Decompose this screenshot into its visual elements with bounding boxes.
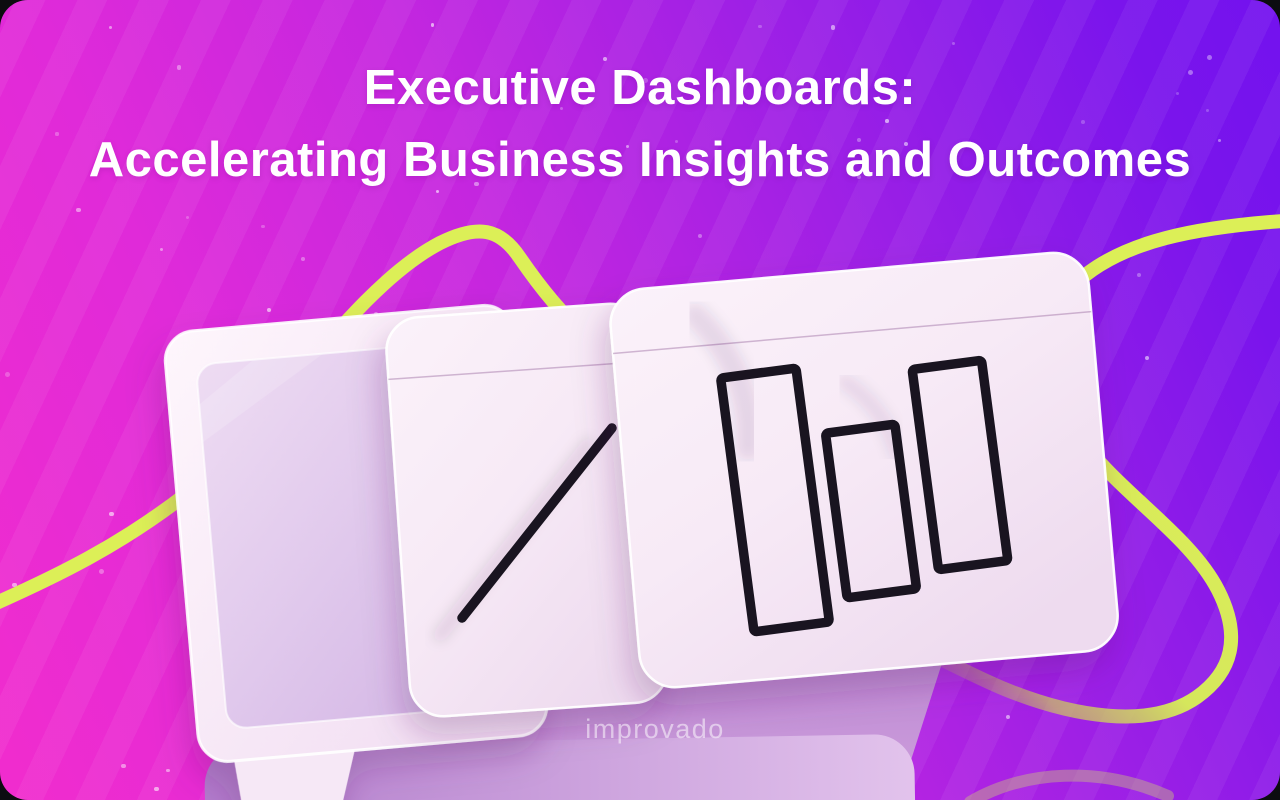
bar-2	[821, 419, 921, 603]
bar-3	[907, 355, 1013, 575]
bar-chart-panel	[609, 251, 1119, 689]
screen-reflection	[199, 353, 324, 443]
title-line-1: Executive Dashboards:	[363, 61, 917, 115]
bar-1	[716, 363, 834, 637]
improvado-logo: improvado	[585, 714, 725, 744]
monitor-chin	[232, 740, 358, 800]
line-glyph-shadow	[433, 438, 595, 642]
lime-squiggle-bottom-arc	[964, 769, 1174, 800]
monitor-stand-base	[204, 734, 916, 800]
lime-squiggle-left	[0, 224, 597, 610]
page-title: Executive Dashboards: Accelerating Busin…	[0, 52, 1280, 196]
bar-chart-bars-icon	[716, 355, 1013, 637]
trend-line-icon	[457, 423, 617, 623]
title-line-2: Accelerating Business Insights and Outco…	[88, 133, 1192, 187]
